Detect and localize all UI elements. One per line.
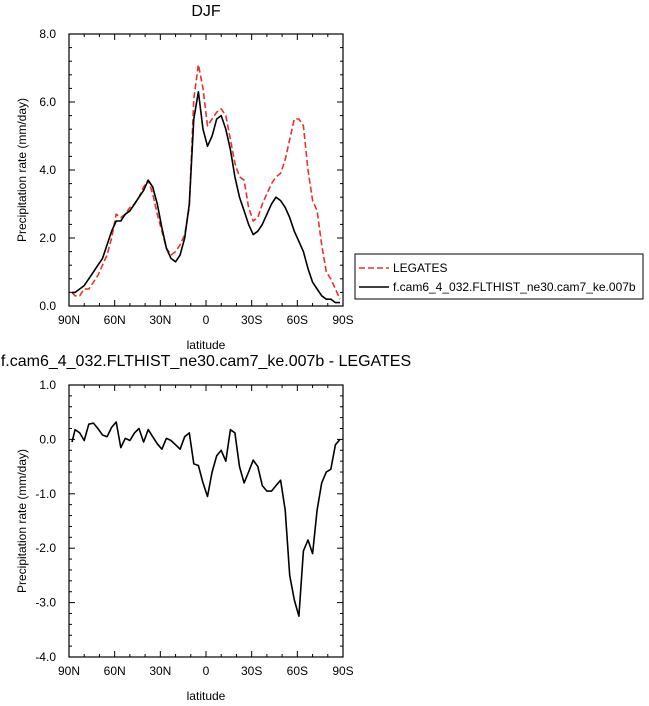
series-line-diff-0 [71, 421, 341, 618]
chart-title-difference: f.cam6_4_032.FLTHIST_ne30.cam7_ke.007b -… [1, 353, 411, 370]
y-tick-label: 6.0 [39, 95, 56, 109]
y-tick-label: 8.0 [39, 27, 56, 41]
x-axis-label-difference: latitude [187, 689, 226, 703]
series-line-djf-1 [72, 91, 340, 304]
x-tick-label: 30S [241, 313, 262, 327]
x-tick-label: 60S [287, 313, 308, 327]
y-tick-label: -3.0 [35, 596, 56, 610]
y-axis-label: Precipitation rate (mm/day) [15, 98, 29, 242]
x-tick-label: 60N [104, 664, 126, 678]
plot-frame [68, 33, 344, 307]
legend-label-legates: LEGATES [393, 261, 447, 275]
series-group [71, 63, 341, 304]
tick-group-difference: 90N 60N 30N 0 30S 60S 90S -4.0 -3.0 -2.0 -1.0 0.0 1.… [35, 378, 353, 678]
panel-djf: DJF 90N 60N 30N 0 30S 60S 90S 0.0 2.0 4.0 6.0 8.0 l… [15, 3, 644, 352]
legend-box [354, 253, 644, 300]
x-tick-label: 90N [58, 313, 80, 327]
tick-group: 90N 60N 30N 0 30S 60S 90S 0.0 2.0 4.0 6.0 8.0 [39, 27, 353, 327]
plot-frame-difference [68, 384, 344, 658]
y-tick-label: -4.0 [35, 650, 56, 664]
x-tick-label: 30S [241, 664, 262, 678]
x-tick-label: 90S [332, 313, 353, 327]
y-tick-label: 0.0 [39, 299, 56, 313]
y-axis-label-difference: Precipitation rate (mm/day) [15, 449, 29, 593]
x-axis-label: latitude [187, 338, 226, 352]
x-tick-label: 30N [149, 664, 171, 678]
chart-title: DJF [191, 3, 221, 20]
x-tick-label: 90N [58, 664, 80, 678]
series-group-difference [71, 421, 341, 618]
x-tick-label: 60N [104, 313, 126, 327]
y-tick-label: -2.0 [35, 541, 56, 555]
y-tick-label: 4.0 [39, 163, 56, 177]
x-tick-label: 60S [287, 664, 308, 678]
legend-label-model: f.cam6_4_032.FLTHIST_ne30.cam7_ke.007b [393, 280, 636, 294]
y-tick-label: 0.0 [39, 432, 56, 446]
legend: LEGATES f.cam6_4_032.FLTHIST_ne30.cam7_k… [354, 253, 644, 300]
y-tick-label: 2.0 [39, 231, 56, 245]
x-tick-label: 30N [149, 313, 171, 327]
x-tick-label: 0 [203, 313, 210, 327]
x-tick-label: 0 [203, 664, 210, 678]
panel-difference: f.cam6_4_032.FLTHIST_ne30.cam7_ke.007b -… [1, 353, 411, 703]
series-line-djf-0 [71, 63, 341, 300]
x-tick-label: 90S [332, 664, 353, 678]
y-tick-label: 1.0 [39, 378, 56, 392]
y-tick-label: -1.0 [35, 487, 56, 501]
